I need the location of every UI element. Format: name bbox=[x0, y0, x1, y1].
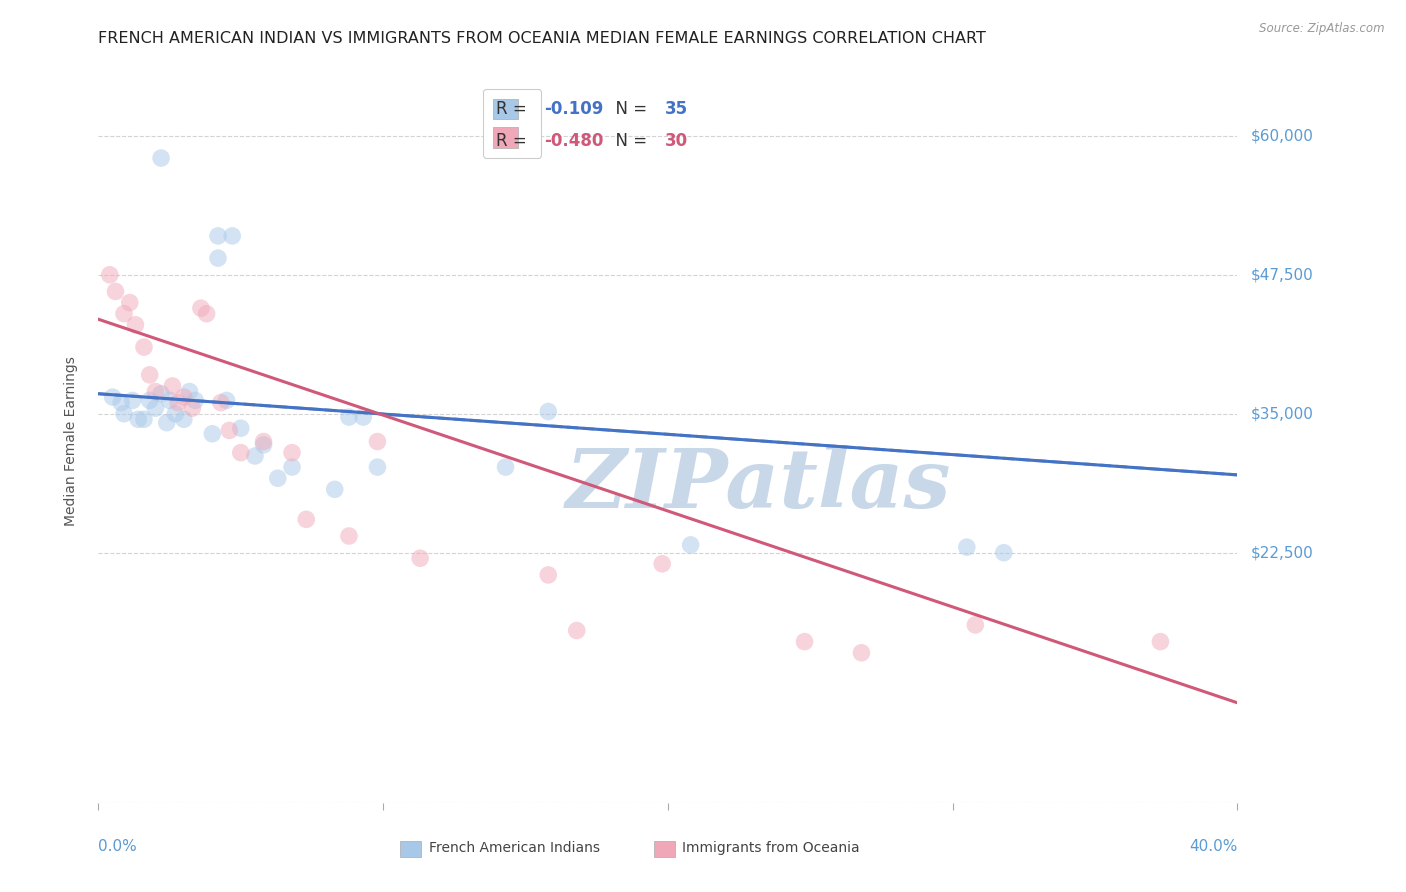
Point bbox=[201, 426, 224, 441]
Point bbox=[252, 438, 274, 452]
Point bbox=[98, 268, 121, 282]
FancyBboxPatch shape bbox=[401, 841, 420, 857]
Point bbox=[281, 445, 304, 459]
Text: Immigrants from Oceania: Immigrants from Oceania bbox=[682, 841, 859, 855]
Point bbox=[537, 568, 560, 582]
Legend:  ,  : , bbox=[482, 88, 541, 158]
Point bbox=[215, 393, 238, 408]
Point bbox=[207, 251, 229, 265]
Point bbox=[366, 460, 388, 475]
Text: N =: N = bbox=[605, 101, 652, 119]
Text: Source: ZipAtlas.com: Source: ZipAtlas.com bbox=[1260, 22, 1385, 36]
Text: N =: N = bbox=[605, 132, 652, 151]
Text: ZIPatlas: ZIPatlas bbox=[567, 445, 952, 524]
Point bbox=[112, 307, 135, 321]
Text: FRENCH AMERICAN INDIAN VS IMMIGRANTS FROM OCEANIA MEDIAN FEMALE EARNINGS CORRELA: FRENCH AMERICAN INDIAN VS IMMIGRANTS FRO… bbox=[98, 31, 986, 46]
Point bbox=[218, 424, 240, 438]
Point bbox=[173, 412, 195, 426]
Point bbox=[337, 410, 360, 425]
Text: 35: 35 bbox=[665, 101, 688, 119]
Point bbox=[132, 412, 155, 426]
Point bbox=[323, 483, 346, 497]
Point bbox=[679, 538, 702, 552]
Point bbox=[537, 404, 560, 418]
Text: -0.480: -0.480 bbox=[544, 132, 603, 151]
Point bbox=[956, 540, 979, 554]
Point bbox=[195, 307, 218, 321]
Text: $60,000: $60,000 bbox=[1251, 128, 1315, 144]
Point bbox=[229, 421, 252, 435]
Point bbox=[156, 416, 179, 430]
Text: R =: R = bbox=[496, 132, 533, 151]
Point bbox=[993, 546, 1015, 560]
Point bbox=[651, 557, 673, 571]
Point bbox=[267, 471, 290, 485]
Point bbox=[138, 368, 160, 382]
Text: French American Indians: French American Indians bbox=[429, 841, 600, 855]
Text: -0.109: -0.109 bbox=[544, 101, 603, 119]
Point bbox=[150, 386, 173, 401]
Text: $22,500: $22,500 bbox=[1251, 545, 1315, 560]
Point bbox=[112, 407, 135, 421]
Point bbox=[229, 445, 252, 459]
Point bbox=[162, 379, 184, 393]
Point bbox=[965, 618, 987, 632]
Text: 30: 30 bbox=[665, 132, 688, 151]
Point bbox=[793, 634, 815, 648]
Text: 40.0%: 40.0% bbox=[1189, 838, 1237, 854]
Point bbox=[124, 318, 146, 332]
Point bbox=[366, 434, 388, 449]
Point bbox=[138, 393, 160, 408]
Point bbox=[252, 434, 274, 449]
Point bbox=[173, 390, 195, 404]
Text: $47,500: $47,500 bbox=[1251, 268, 1315, 282]
Point bbox=[145, 401, 167, 416]
Point bbox=[207, 228, 229, 243]
Point bbox=[1149, 634, 1171, 648]
Point bbox=[118, 295, 141, 310]
Point bbox=[181, 401, 204, 416]
Point bbox=[295, 512, 318, 526]
Point bbox=[179, 384, 201, 399]
Point bbox=[221, 228, 243, 243]
Point bbox=[352, 410, 374, 425]
Point bbox=[184, 393, 207, 408]
Point bbox=[190, 301, 212, 315]
Point bbox=[495, 460, 517, 475]
Point bbox=[110, 395, 132, 409]
Point bbox=[145, 384, 167, 399]
Point bbox=[167, 395, 190, 409]
Point bbox=[150, 151, 173, 165]
Point bbox=[409, 551, 432, 566]
Point bbox=[281, 460, 304, 475]
Point bbox=[101, 390, 124, 404]
Point bbox=[851, 646, 873, 660]
Point bbox=[132, 340, 155, 354]
Text: 0.0%: 0.0% bbox=[98, 838, 138, 854]
Point bbox=[127, 412, 149, 426]
Point bbox=[337, 529, 360, 543]
Point bbox=[165, 407, 187, 421]
Y-axis label: Median Female Earnings: Median Female Earnings bbox=[63, 357, 77, 526]
Text: $35,000: $35,000 bbox=[1251, 406, 1315, 421]
Point bbox=[104, 285, 127, 299]
FancyBboxPatch shape bbox=[654, 841, 675, 857]
Point bbox=[565, 624, 588, 638]
Point bbox=[121, 393, 143, 408]
Point bbox=[243, 449, 266, 463]
Point bbox=[159, 393, 181, 408]
Text: R =: R = bbox=[496, 101, 533, 119]
Point bbox=[209, 395, 232, 409]
